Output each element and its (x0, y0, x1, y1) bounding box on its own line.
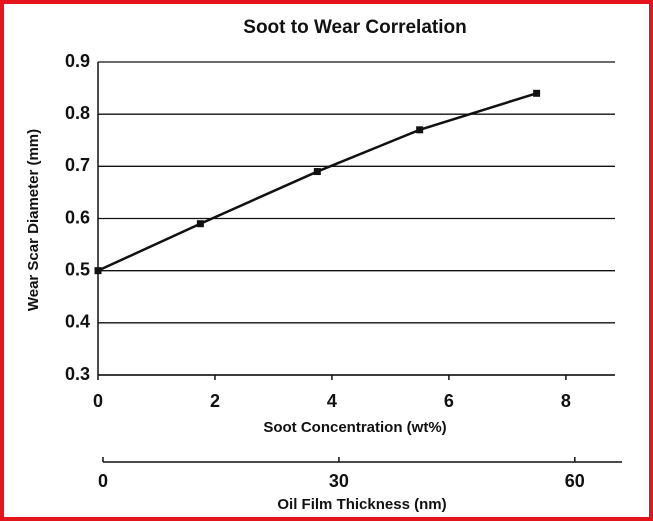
data-point (94, 267, 102, 275)
x-axis-label: Soot Concentration (wt%) (263, 419, 446, 436)
x2-axis-label: Oil Film Thickness (nm) (277, 496, 446, 513)
y-tick-label: 0.3 (65, 364, 90, 384)
x2-tick-label: 60 (565, 471, 585, 491)
chart-title: Soot to Wear Correlation (243, 17, 466, 38)
y-tick-label: 0.8 (65, 103, 90, 123)
x-tick-label: 6 (444, 391, 454, 411)
y-tick-label: 0.5 (65, 259, 90, 279)
x-tick-label: 0 (93, 391, 103, 411)
x-tick-label: 4 (327, 391, 337, 411)
y-tick-label: 0.9 (65, 51, 90, 71)
data-line (97, 92, 538, 272)
data-point (416, 126, 424, 134)
data-point (533, 89, 541, 97)
x2-tick-label: 30 (329, 471, 349, 491)
y-tick-label: 0.4 (65, 312, 90, 332)
y-tick-label: 0.6 (65, 207, 90, 227)
x-tick-label: 2 (210, 391, 220, 411)
y-axis-label: Wear Scar Diameter (mm) (25, 129, 42, 311)
y-tick-label: 0.7 (65, 155, 90, 175)
x-tick-label: 8 (561, 391, 571, 411)
data-point (313, 168, 321, 176)
x2-tick-label: 0 (98, 471, 108, 491)
data-point (196, 220, 204, 228)
